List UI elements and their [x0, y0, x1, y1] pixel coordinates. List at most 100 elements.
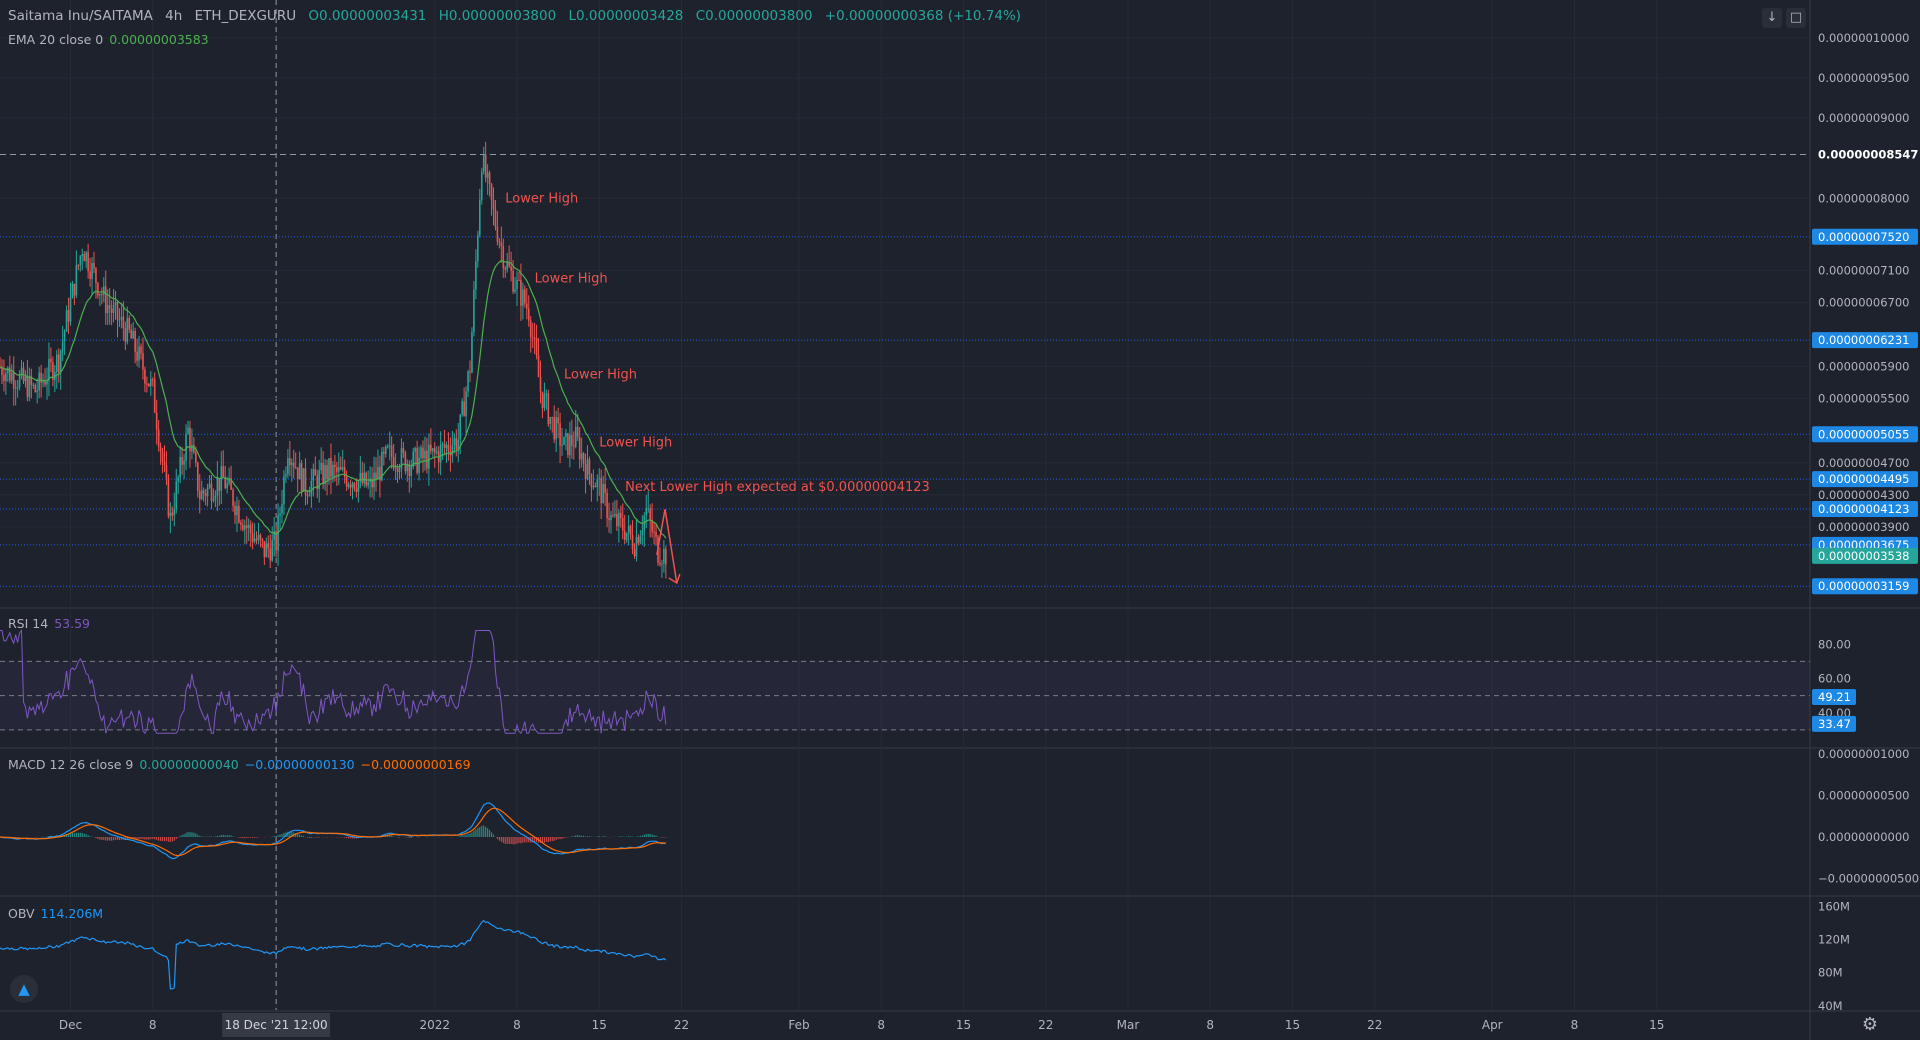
- ema-legend[interactable]: EMA 20 close 0 0.00000003583: [8, 32, 209, 47]
- macd-hist-bar: [653, 835, 655, 837]
- candle-body: [220, 466, 223, 491]
- candle-body: [167, 477, 170, 517]
- macd-hist-bar: [516, 837, 518, 844]
- candle-body: [161, 451, 164, 463]
- macd-hist-bar: [232, 836, 234, 837]
- candle-body: [177, 477, 180, 482]
- candle-body: [655, 531, 657, 537]
- candle-body: [240, 522, 242, 525]
- candle-body: [243, 525, 246, 530]
- macd-hist-bar: [532, 837, 534, 843]
- candle-body: [588, 459, 591, 475]
- candle-body: [547, 393, 550, 425]
- macd-hist-bar: [167, 837, 170, 842]
- macd-hist-bar: [641, 835, 643, 837]
- macd-hist-bar: [228, 835, 230, 837]
- macd-hist-bar: [246, 837, 248, 838]
- macd-hist-bar: [534, 837, 536, 843]
- candle-body: [535, 338, 538, 356]
- macd-hist-bar: [126, 837, 128, 840]
- candle-body: [398, 469, 401, 473]
- macd-hist-bar: [120, 837, 123, 840]
- candle-body: [61, 341, 64, 351]
- macd-legend[interactable]: MACD 12 26 close 9 0.00000000040 −0.000000…: [8, 757, 471, 772]
- x-tick-label: 8: [877, 1018, 885, 1032]
- macd-hist-bar: [586, 836, 589, 837]
- macd-hist-bar: [475, 829, 477, 837]
- candle-body: [463, 401, 465, 417]
- macd-hist-bar: [539, 837, 542, 843]
- interval[interactable]: 4h: [165, 8, 183, 24]
- candle-body: [471, 332, 473, 373]
- candle-body: [63, 331, 66, 342]
- candle-body: [586, 459, 589, 480]
- candle-body: [89, 271, 91, 279]
- gear-icon[interactable]: ⚙: [1861, 1014, 1878, 1035]
- candle-body: [175, 481, 178, 509]
- macd-hist-bar: [647, 833, 649, 837]
- x-tick-label: 8: [149, 1018, 157, 1032]
- macd-hist-bar: [291, 832, 293, 837]
- candle-body: [251, 533, 254, 542]
- macd-hist-bar: [306, 837, 309, 838]
- fullscreen-icon[interactable]: □: [1786, 8, 1806, 28]
- candle-body: [269, 548, 272, 561]
- candle-body: [388, 445, 391, 447]
- symbol-name[interactable]: Saitama Inu/SAITAMA: [8, 8, 153, 24]
- candle-body: [602, 483, 604, 504]
- macd-hist-bar: [563, 837, 565, 839]
- candle-body: [510, 266, 512, 271]
- rsi-legend[interactable]: RSI 14 53.59: [8, 616, 90, 631]
- candle-body: [502, 246, 505, 269]
- macd-hist-bar: [541, 837, 544, 844]
- macd-hist-bar: [310, 837, 312, 838]
- macd-hist-bar: [252, 837, 254, 838]
- ohlc-low: L0.00000003428: [568, 8, 684, 24]
- macd-hist-bar: [179, 835, 181, 837]
- candle-body: [651, 519, 653, 532]
- candle-body: [637, 536, 640, 544]
- macd-hist-bar: [150, 837, 152, 840]
- candle-body: [304, 468, 307, 495]
- candle-body: [625, 532, 628, 540]
- candle-body: [494, 209, 497, 227]
- macd-hist-bar: [87, 835, 89, 837]
- candle-body: [324, 465, 326, 484]
- candle-body: [18, 375, 21, 388]
- obv-legend[interactable]: OBV 114.206M: [8, 906, 103, 921]
- macd-hist-bar: [134, 837, 136, 840]
- candle-body: [441, 444, 444, 446]
- candle-body: [539, 377, 542, 392]
- candle-body: [386, 446, 389, 448]
- candle-body: [67, 310, 70, 322]
- candle-body: [424, 450, 426, 459]
- candle-body: [498, 241, 501, 243]
- macd-hist-bar: [496, 837, 499, 839]
- obv-value: 114.206M: [40, 906, 104, 921]
- candle-body: [302, 468, 305, 492]
- candle-body: [541, 391, 544, 408]
- download-icon[interactable]: ↓: [1762, 8, 1782, 28]
- ohlc-open: O0.00000003431: [308, 8, 427, 24]
- annotation-label: Lower High: [535, 271, 608, 286]
- macd-hist-bar: [103, 837, 105, 840]
- candle-body: [392, 456, 395, 469]
- candle-body: [465, 391, 467, 417]
- macd-hist-bar: [628, 836, 630, 837]
- macd-hist-bar: [471, 832, 473, 837]
- macd-hist-bar: [107, 837, 109, 841]
- macd-hist-bar: [169, 837, 171, 842]
- macd-hist-bar: [393, 836, 395, 837]
- tradingview-logo-icon[interactable]: ▲: [10, 975, 38, 1003]
- macd-hist-bar: [479, 826, 481, 837]
- candle-body: [332, 464, 334, 477]
- candle-body: [312, 468, 315, 481]
- macd-hist-bar: [116, 837, 119, 840]
- candle-body: [571, 435, 573, 446]
- candle-body: [480, 171, 483, 200]
- candle-body: [153, 379, 156, 413]
- candle-body: [208, 483, 211, 488]
- x-tick-label: 15: [956, 1018, 971, 1032]
